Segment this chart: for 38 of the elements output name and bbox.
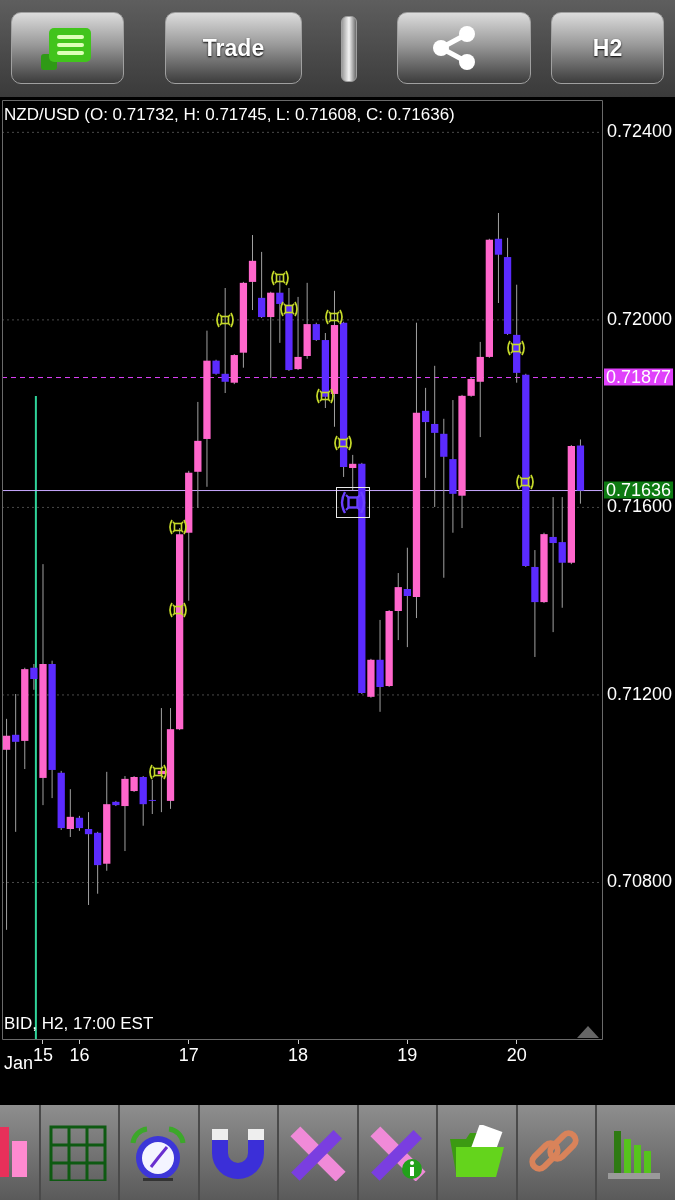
y-tick-label: 0.71200 bbox=[607, 683, 673, 704]
candlestick bbox=[248, 234, 257, 311]
candlestick bbox=[549, 496, 557, 633]
x-tick-label: 15 bbox=[32, 1044, 54, 1065]
y-tick-label: 0.72400 bbox=[607, 121, 673, 142]
candlestick bbox=[30, 663, 38, 691]
candlestick bbox=[276, 275, 284, 344]
chart-title: NZD/USD (O: 0.71732, H: 0.71745, L: 0.71608, C: 0.71636) bbox=[4, 104, 455, 124]
candlestick bbox=[421, 387, 430, 479]
x-axis-title: Jan bbox=[4, 1052, 34, 1073]
button: Trade bbox=[165, 12, 302, 84]
ref-line-label: 0.71877 bbox=[606, 366, 672, 387]
candlestick bbox=[12, 693, 20, 833]
candlestick bbox=[84, 811, 93, 906]
ref-line-label: 0.71636 bbox=[606, 479, 672, 500]
x-tick-label: 20 bbox=[506, 1044, 527, 1065]
candlestick bbox=[403, 547, 412, 648]
y-tick-label: 0.72000 bbox=[607, 308, 673, 329]
x-tick-label: 16 bbox=[69, 1044, 90, 1065]
candlestick bbox=[221, 287, 229, 394]
candlestick bbox=[2, 718, 11, 931]
candlestick bbox=[431, 365, 439, 508]
x-tick-label: 17 bbox=[178, 1044, 199, 1065]
x-tick-label: 18 bbox=[288, 1044, 309, 1065]
x-tick-label: 19 bbox=[397, 1044, 418, 1065]
candlestick bbox=[440, 418, 448, 579]
candlestick bbox=[66, 788, 74, 838]
button: H2 bbox=[551, 12, 664, 84]
candlestick bbox=[394, 572, 402, 641]
y-tick-label: 0.70800 bbox=[607, 871, 673, 892]
candlestick bbox=[294, 296, 302, 371]
candlestick bbox=[558, 496, 566, 609]
candlestick bbox=[494, 212, 503, 304]
candlestick bbox=[257, 251, 266, 319]
candlestick bbox=[349, 454, 357, 491]
candlestick bbox=[148, 779, 156, 815]
candlestick bbox=[312, 322, 320, 342]
candlestick bbox=[467, 377, 475, 398]
